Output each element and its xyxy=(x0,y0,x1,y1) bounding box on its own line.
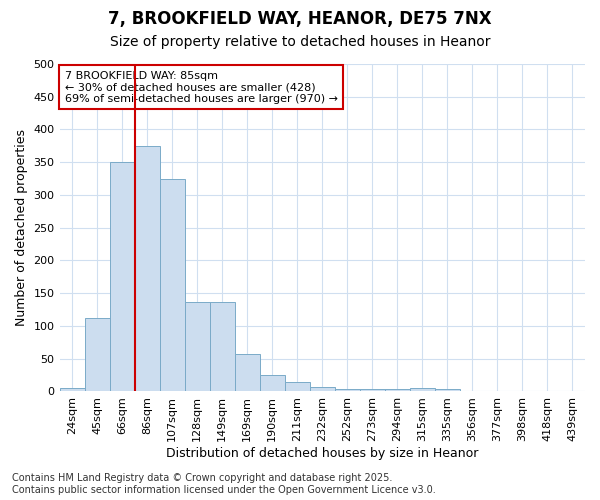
Bar xyxy=(134,146,160,392)
Text: Size of property relative to detached houses in Heanor: Size of property relative to detached ho… xyxy=(110,35,490,49)
Bar xyxy=(235,354,260,392)
Y-axis label: Number of detached properties: Number of detached properties xyxy=(15,129,28,326)
Bar xyxy=(310,387,335,392)
Bar xyxy=(85,318,110,392)
Bar xyxy=(110,162,134,392)
Bar xyxy=(59,388,85,392)
Text: 7 BROOKFIELD WAY: 85sqm
← 30% of detached houses are smaller (428)
69% of semi-d: 7 BROOKFIELD WAY: 85sqm ← 30% of detache… xyxy=(65,70,338,104)
Bar xyxy=(160,178,185,392)
Bar xyxy=(485,391,510,392)
Bar xyxy=(510,391,535,392)
Bar xyxy=(410,388,435,392)
Bar xyxy=(460,391,485,392)
Text: 7, BROOKFIELD WAY, HEANOR, DE75 7NX: 7, BROOKFIELD WAY, HEANOR, DE75 7NX xyxy=(108,10,492,28)
Bar xyxy=(435,390,460,392)
X-axis label: Distribution of detached houses by size in Heanor: Distribution of detached houses by size … xyxy=(166,447,478,460)
Bar xyxy=(335,390,360,392)
Bar xyxy=(285,382,310,392)
Bar xyxy=(535,391,560,392)
Bar xyxy=(185,302,209,392)
Bar xyxy=(260,375,285,392)
Bar xyxy=(360,390,385,392)
Text: Contains HM Land Registry data © Crown copyright and database right 2025.
Contai: Contains HM Land Registry data © Crown c… xyxy=(12,474,436,495)
Bar xyxy=(385,390,410,392)
Bar xyxy=(209,302,235,392)
